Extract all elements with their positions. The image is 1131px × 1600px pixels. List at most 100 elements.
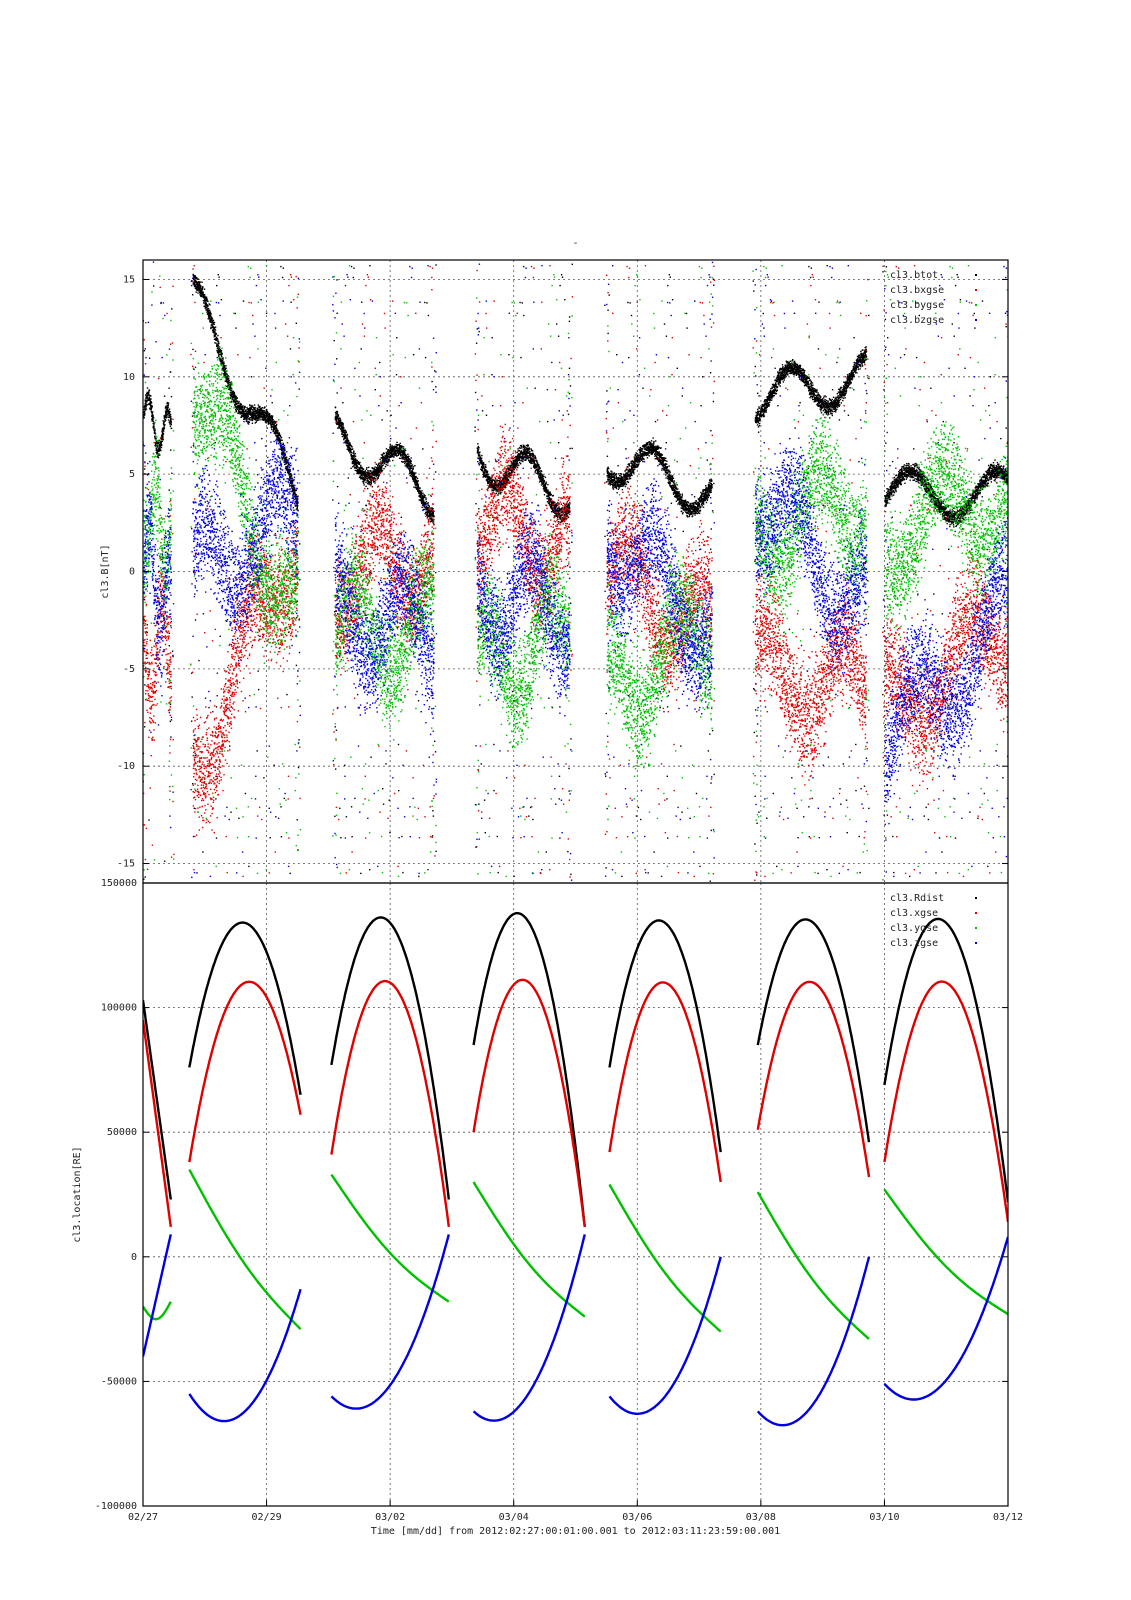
mag-point <box>338 414 339 415</box>
mag-point <box>272 416 273 417</box>
mag-point <box>249 419 250 420</box>
mag-point <box>276 425 277 426</box>
mag-point <box>215 798 216 799</box>
mag-point <box>343 423 344 424</box>
mag-point <box>205 698 206 699</box>
mag-point <box>144 413 145 414</box>
mag-point <box>202 288 203 289</box>
mag-point <box>224 365 225 366</box>
mag-point <box>254 404 255 405</box>
mag-point <box>153 285 154 286</box>
mag-point <box>350 449 351 450</box>
mag-point <box>338 415 339 416</box>
mag-point <box>230 397 231 398</box>
mag-point <box>292 478 293 479</box>
mag-point <box>171 396 172 397</box>
mag-point <box>289 464 290 465</box>
mag-point <box>170 414 171 415</box>
mag-point <box>298 739 299 740</box>
mag-point <box>374 482 375 483</box>
mag-point <box>159 448 160 449</box>
mag-point <box>203 306 204 307</box>
mag-point <box>365 482 366 483</box>
mag-point <box>171 473 172 474</box>
mag-point <box>262 407 263 408</box>
mag-point <box>215 327 216 328</box>
mag-point <box>254 413 255 414</box>
mag-point <box>280 266 281 267</box>
mag-point <box>337 313 338 314</box>
mag-point <box>376 464 377 465</box>
mag-point <box>336 420 337 421</box>
mag-point <box>252 420 253 421</box>
mag-point <box>231 531 232 532</box>
mag-point <box>202 286 203 287</box>
mag-point <box>214 328 215 329</box>
mag-point <box>293 510 294 511</box>
mag-point <box>286 457 287 458</box>
mag-point <box>192 696 193 697</box>
mag-point <box>223 362 224 363</box>
mag-point <box>146 401 147 402</box>
mag-point <box>354 798 355 799</box>
mag-point <box>296 617 297 618</box>
mag-point <box>199 284 200 285</box>
mag-point <box>218 341 219 342</box>
mag-point <box>342 402 343 403</box>
mag-point <box>250 410 251 411</box>
mag-point <box>268 423 269 424</box>
mag-point <box>257 417 258 418</box>
mag-point <box>145 876 146 877</box>
mag-point <box>263 412 264 413</box>
mag-point <box>209 310 210 311</box>
mag-point <box>348 477 349 478</box>
mag-point <box>271 424 272 425</box>
mag-point <box>170 419 171 420</box>
mag-point <box>285 454 286 455</box>
mag-point <box>216 285 217 286</box>
mag-point <box>263 777 264 778</box>
mag-point <box>247 421 248 422</box>
mag-point <box>214 342 215 343</box>
mag-point <box>275 422 276 423</box>
mag-point <box>346 435 347 436</box>
mag-point <box>256 421 257 422</box>
mag-point <box>366 505 367 506</box>
mag-point <box>216 706 217 707</box>
mag-point <box>266 416 267 417</box>
mag-point <box>228 378 229 379</box>
mag-point <box>147 387 148 388</box>
mag-point <box>284 460 285 461</box>
mag-point <box>269 414 270 415</box>
mag-point <box>241 404 242 405</box>
mag-point <box>210 315 211 316</box>
mag-point <box>162 436 163 437</box>
mag-point <box>347 434 348 435</box>
mag-point <box>353 277 354 278</box>
mag-point <box>296 323 297 324</box>
mag-point <box>371 553 372 554</box>
mag-point <box>200 287 201 288</box>
mag-point <box>361 348 362 349</box>
mag-point <box>353 268 354 269</box>
mag-point <box>204 300 205 301</box>
mag-point <box>373 474 374 475</box>
mag-point <box>153 426 154 427</box>
mag-point <box>261 438 262 439</box>
mag-point <box>191 721 192 722</box>
mag-point <box>234 393 235 394</box>
mag-point <box>194 808 195 809</box>
mag-point <box>300 706 301 707</box>
mag-point <box>366 467 367 468</box>
mag-point <box>280 468 281 469</box>
mag-point <box>299 579 300 580</box>
mag-point <box>342 425 343 426</box>
mag-point <box>164 861 165 862</box>
mag-point <box>371 482 372 483</box>
mag-point <box>171 719 172 720</box>
mag-point <box>170 449 171 450</box>
mag-point <box>296 489 297 490</box>
mag-point <box>365 472 366 473</box>
mag-point <box>280 439 281 440</box>
mag-point <box>377 465 378 466</box>
